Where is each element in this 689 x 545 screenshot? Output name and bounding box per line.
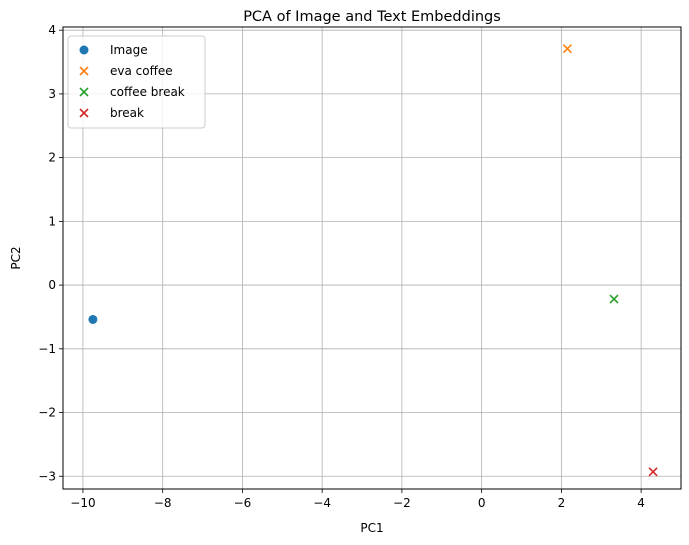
y-tick-label: −3 — [38, 469, 56, 483]
y-tick-label: 2 — [48, 151, 56, 165]
y-tick-label: 3 — [48, 87, 56, 101]
y-tick-label: −2 — [38, 406, 56, 420]
y-tick-label: 4 — [48, 23, 56, 37]
legend-label: Image — [110, 43, 148, 57]
plot-frame — [62, 26, 682, 490]
legend-label: break — [110, 106, 144, 120]
x-tick-label: 4 — [637, 496, 645, 510]
x-tick-label: −6 — [234, 496, 252, 510]
legend-label: eva coffee — [110, 64, 173, 78]
legend-marker — [79, 108, 89, 118]
data-point — [609, 294, 619, 304]
x-axis-label: PC1 — [360, 521, 383, 535]
data-point — [648, 467, 658, 477]
y-tick-label: 0 — [48, 278, 56, 292]
x-tick-label: −10 — [70, 496, 95, 510]
legend-marker — [79, 45, 89, 55]
grid — [63, 27, 681, 489]
x-tick-label: −4 — [313, 496, 331, 510]
legend-label: coffee break — [110, 85, 185, 99]
legend-box — [67, 35, 206, 129]
y-tick-label: 1 — [48, 214, 56, 228]
y-axis-label: PC2 — [9, 246, 23, 269]
data-point — [562, 44, 572, 54]
data-points — [88, 44, 658, 477]
x-tick-label: 0 — [478, 496, 486, 510]
chart-title: PCA of Image and Text Embeddings — [243, 9, 501, 25]
legend-marker — [79, 66, 89, 76]
data-point — [88, 314, 98, 324]
x-tick-label: −2 — [393, 496, 411, 510]
legend: Image eva coffee coffee break break — [67, 35, 206, 129]
y-tick-label: −1 — [38, 342, 56, 356]
legend-marker — [79, 87, 89, 97]
x-tick-label: 2 — [558, 496, 566, 510]
x-tick-label: −8 — [154, 496, 172, 510]
